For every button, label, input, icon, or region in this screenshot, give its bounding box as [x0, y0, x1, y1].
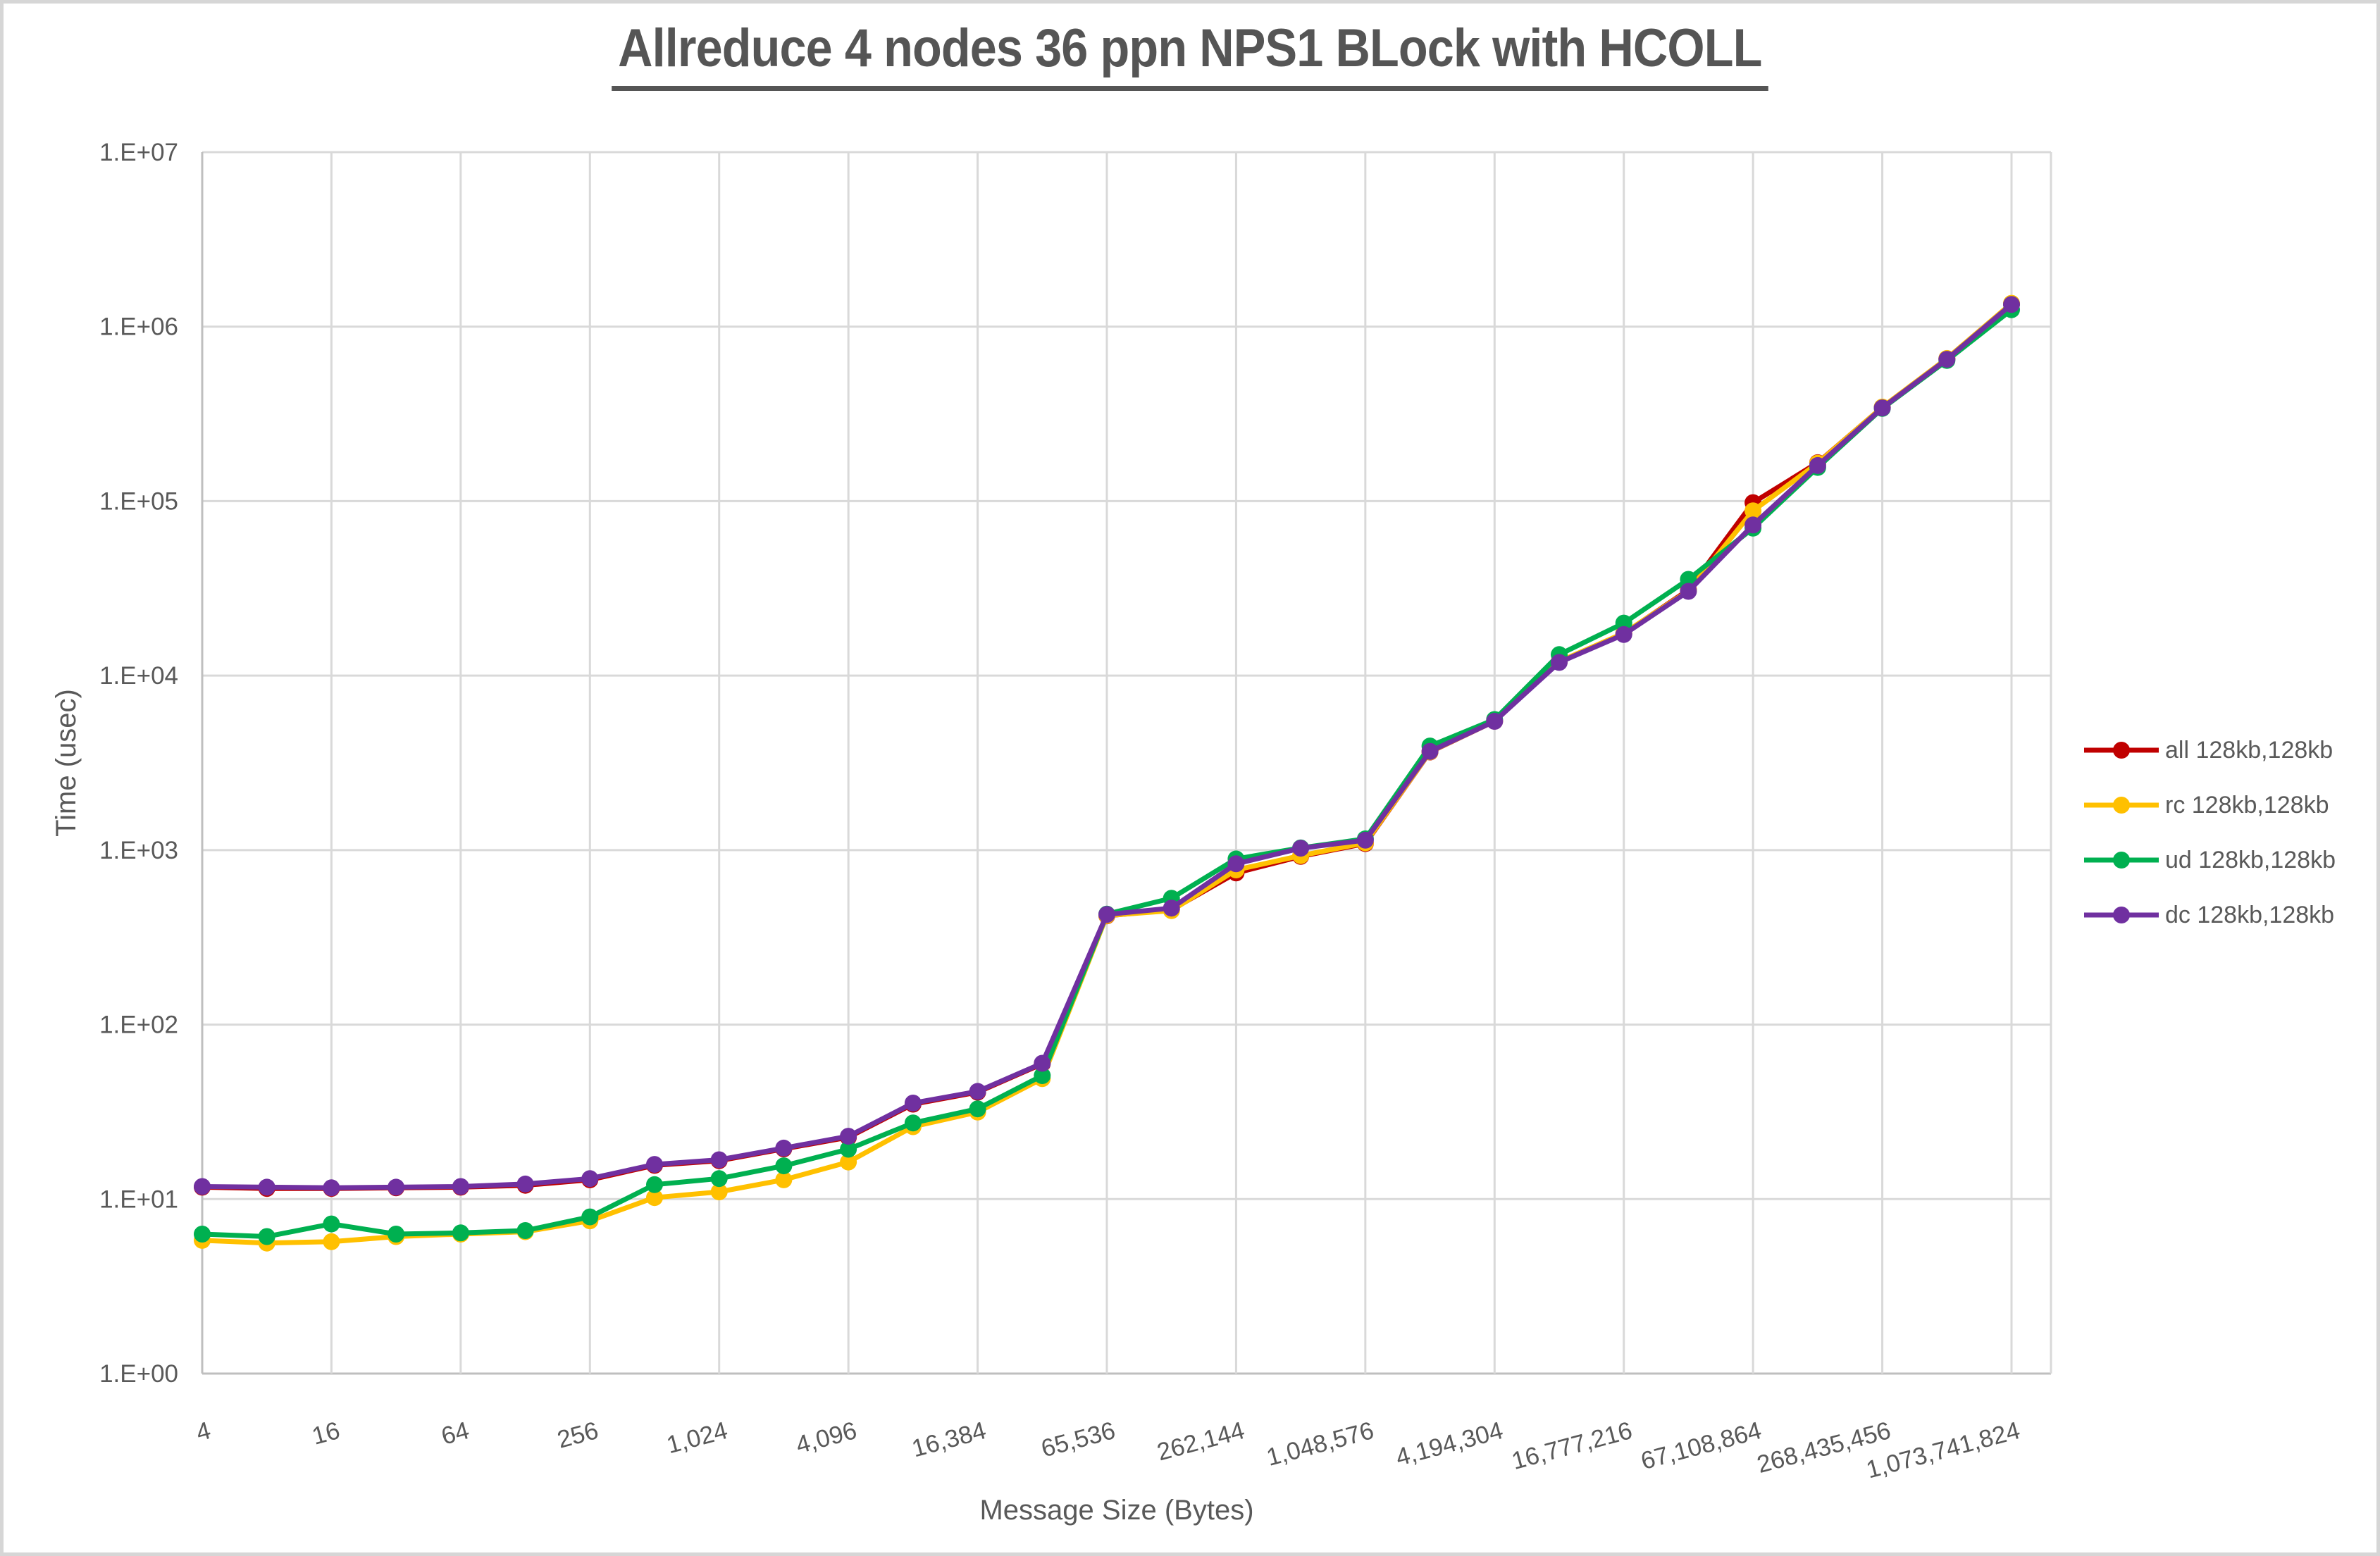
marker-dc[interactable]	[194, 1178, 211, 1195]
legend-line-marker-swatch	[2084, 852, 2159, 869]
y-tick-label: 1.E+03	[99, 837, 178, 864]
x-tick-label: 256	[554, 1417, 602, 1454]
y-tick-label: 1.E+07	[99, 139, 178, 166]
marker-dc[interactable]	[1163, 900, 1180, 917]
marker-rc[interactable]	[323, 1233, 340, 1250]
marker-dc[interactable]	[1615, 625, 1632, 643]
marker-dc[interactable]	[710, 1151, 728, 1169]
marker-dc[interactable]	[1938, 351, 1956, 368]
legend: all 128kb,128kb rc 128kb,128kb ud 128kb,…	[2082, 737, 2336, 928]
marker-dc[interactable]	[581, 1170, 599, 1188]
x-tick-label: 4	[193, 1417, 213, 1447]
marker-ud[interactable]	[710, 1170, 728, 1188]
marker-dc[interactable]	[1744, 516, 1762, 534]
marker-dc[interactable]	[388, 1178, 405, 1196]
marker-ud[interactable]	[388, 1226, 405, 1243]
legend-label: dc 128kb,128kb	[2165, 901, 2335, 928]
marker-dc[interactable]	[2003, 296, 2020, 313]
legend-line-marker-swatch	[2084, 907, 2159, 923]
legend-item-rc[interactable]: rc 128kb,128kb	[2082, 791, 2336, 819]
marker-dc[interactable]	[1873, 399, 1891, 417]
marker-dc[interactable]	[1551, 654, 1568, 671]
y-tick-label: 1.E+05	[99, 487, 178, 515]
marker-ud[interactable]	[840, 1140, 857, 1158]
marker-ud[interactable]	[1034, 1067, 1051, 1084]
axis-tick-labels: 4 16 64 256 1,024 4,096 16,384 65,536 262,144 1,0…	[99, 139, 2023, 1484]
gridlines	[201, 151, 2052, 1375]
marker-ud[interactable]	[452, 1224, 469, 1242]
marker-dc[interactable]	[1292, 840, 1310, 857]
marker-dc[interactable]	[258, 1178, 275, 1196]
marker-dc[interactable]	[1034, 1054, 1051, 1072]
marker-ud[interactable]	[775, 1157, 793, 1175]
marker-dc[interactable]	[904, 1095, 922, 1112]
marker-dc[interactable]	[1809, 456, 1826, 474]
legend-label: all 128kb,128kb	[2165, 736, 2333, 764]
marker-dc[interactable]	[1680, 583, 1697, 600]
marker-ud[interactable]	[904, 1114, 922, 1132]
marker-rc[interactable]	[775, 1171, 793, 1188]
marker-dc[interactable]	[323, 1179, 340, 1197]
legend-item-all[interactable]: all 128kb,128kb	[2082, 736, 2336, 764]
chart-title: Allreduce 4 nodes 36 ppn NPS1 BLock with…	[612, 18, 1768, 91]
y-tick-label: 1.E+04	[99, 662, 178, 690]
marker-ud[interactable]	[646, 1176, 663, 1193]
marker-dc[interactable]	[969, 1083, 986, 1100]
chart-title-row: Allreduce 4 nodes 36 ppn NPS1 BLock with…	[4, 18, 2376, 91]
legend-label: ud 128kb,128kb	[2165, 846, 2336, 873]
y-axis-title: Time (usec)	[51, 689, 82, 837]
x-tick-label: 262,144	[1154, 1417, 1247, 1466]
x-tick-label: 16	[309, 1417, 343, 1450]
marker-dc[interactable]	[1098, 906, 1115, 923]
marker-dc[interactable]	[1421, 742, 1439, 760]
marker-dc[interactable]	[516, 1175, 534, 1193]
x-tick-label: 16,777,216	[1508, 1417, 1635, 1475]
marker-ud[interactable]	[969, 1100, 986, 1118]
x-tick-label: 1,024	[664, 1417, 731, 1459]
marker-ud[interactable]	[516, 1222, 534, 1239]
marker-ud[interactable]	[258, 1228, 275, 1245]
x-tick-label: 16,384	[909, 1417, 989, 1462]
marker-ud[interactable]	[581, 1208, 599, 1226]
x-tick-label: 4,096	[793, 1417, 860, 1459]
marker-dc[interactable]	[840, 1128, 857, 1145]
marker-dc[interactable]	[1227, 855, 1245, 873]
x-axis-title: Message Size (Bytes)	[979, 1495, 1253, 1526]
legend-line-marker-swatch	[2084, 742, 2159, 759]
marker-dc[interactable]	[775, 1139, 793, 1157]
x-tick-label: 65,536	[1039, 1417, 1119, 1462]
marker-dc[interactable]	[1356, 831, 1374, 849]
legend-label: rc 128kb,128kb	[2165, 791, 2329, 819]
plot-area: 4 16 64 256 1,024 4,096 16,384 65,536 262,144 1,0…	[51, 139, 2052, 1526]
legend-line-marker-swatch	[2084, 797, 2159, 814]
marker-ud[interactable]	[194, 1226, 211, 1243]
marker-rc[interactable]	[840, 1153, 857, 1171]
x-tick-label: 4,194,304	[1393, 1417, 1506, 1471]
x-tick-label: 1,048,576	[1263, 1417, 1377, 1471]
legend-item-ud[interactable]: ud 128kb,128kb	[2082, 847, 2336, 873]
marker-rc[interactable]	[710, 1183, 728, 1200]
marker-rc[interactable]	[646, 1189, 663, 1207]
y-tick-label: 1.E+00	[99, 1360, 178, 1388]
y-tick-label: 1.E+02	[99, 1012, 178, 1039]
marker-ud[interactable]	[323, 1215, 340, 1233]
x-tick-label: 64	[438, 1417, 472, 1450]
marker-dc[interactable]	[1486, 713, 1504, 730]
y-tick-label: 1.E+01	[99, 1185, 178, 1213]
legend-item-dc[interactable]: dc 128kb,128kb	[2082, 902, 2336, 928]
y-tick-label: 1.E+06	[99, 313, 178, 341]
marker-dc[interactable]	[646, 1156, 663, 1174]
marker-rc[interactable]	[1744, 502, 1762, 520]
series-layer	[194, 294, 2020, 1252]
marker-dc[interactable]	[452, 1178, 469, 1195]
x-tick-label: 67,108,864	[1638, 1417, 1764, 1475]
